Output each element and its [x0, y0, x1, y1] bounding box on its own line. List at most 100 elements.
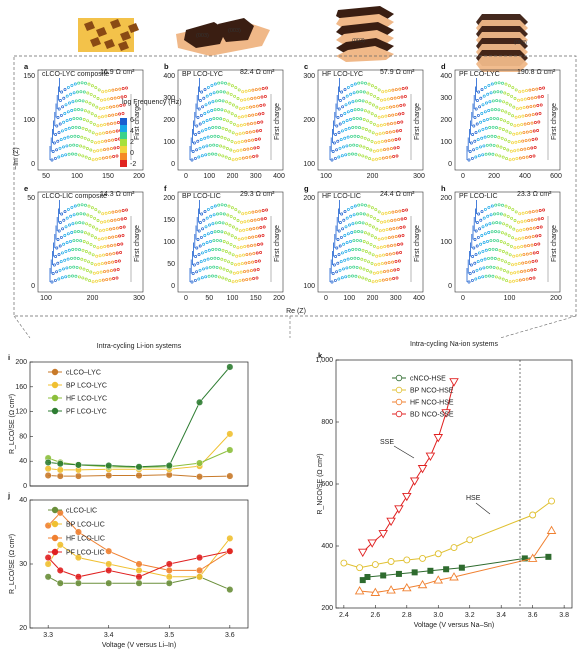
- eis-point-f-4-15: [246, 244, 250, 248]
- eis-point-e-0-8: [77, 275, 81, 279]
- eis-point-a-6-14: [105, 106, 109, 110]
- eis-point-f-4-5: [212, 239, 216, 243]
- eis-point-e-5-17: [114, 235, 118, 239]
- eis-point-e-5-16: [111, 235, 115, 239]
- eis-point-g-3-17: [392, 252, 396, 256]
- point-k-3-3: [386, 517, 396, 527]
- eis-point-f-8-13: [244, 211, 248, 215]
- eis-panel-g: [317, 191, 424, 293]
- eis-point-d-5-12: [514, 115, 518, 119]
- eis-point-g-1-1: [335, 270, 339, 274]
- eis-point-c-0-3: [340, 154, 344, 158]
- eis-point-f-7-3: [209, 214, 213, 218]
- eis-point-b-5-13: [241, 115, 244, 119]
- eis-point-d-3-1: [474, 131, 478, 135]
- bp-face-label-2: (003): [228, 28, 241, 34]
- eis-point-c-1-11: [369, 148, 373, 152]
- eis-point-f-2-19: [257, 259, 261, 263]
- eis-point-h-6-19: [539, 225, 543, 229]
- eis-point-h-1-9: [499, 267, 503, 271]
- eis-point-c-5-15: [387, 114, 391, 118]
- eis-point-c-1-2: [338, 146, 342, 150]
- eis-point-a-0-9: [81, 154, 85, 158]
- eis-point-f-5-17: [254, 235, 258, 239]
- eis-point-h-0-5: [484, 274, 488, 278]
- eis-point-e-5-11: [94, 236, 98, 240]
- legend-label-j-3: PF LCO-LIC: [66, 550, 105, 557]
- eis-point-c-8-3: [350, 83, 354, 87]
- eis-point-f-8-9: [230, 206, 234, 210]
- eis-ytick-e-1: 50: [27, 195, 35, 202]
- eis-point-c-6-8: [365, 100, 369, 104]
- charge-label-c: First charge: [414, 103, 421, 140]
- eis-point-g-4-1: [338, 244, 342, 248]
- eis-point-g-1-5: [348, 265, 352, 269]
- legend-marker-j-1: [51, 520, 59, 528]
- eis-point-c-4-15: [386, 122, 390, 126]
- eis-point-c-3-6: [354, 125, 358, 129]
- eis-point-a-7-10: [93, 94, 97, 98]
- eis-point-d-3-16: [525, 130, 529, 134]
- eis-point-g-4-3: [345, 241, 349, 245]
- eis-point-b-1-1: [195, 148, 199, 152]
- legend-marker-k-0: [395, 374, 403, 382]
- eis-point-b-2-10: [227, 138, 231, 142]
- eis-point-a-6-5: [74, 99, 78, 103]
- eis-point-d-8-1: [480, 88, 484, 92]
- eis-point-h-5-1: [476, 235, 480, 239]
- eis-point-d-5-10: [507, 112, 511, 116]
- eis-point-d-7-0: [475, 99, 479, 102]
- eis-point-g-1-18: [393, 268, 397, 272]
- point-k-3-2: [378, 530, 388, 539]
- eis-point-a-5-8: [83, 109, 87, 113]
- eis-point-a-6-2: [64, 103, 68, 107]
- eis-point-c-6-1: [341, 105, 345, 109]
- eis-point-e-6-6: [78, 221, 82, 225]
- eis-xtick-d-2: 400: [519, 173, 531, 180]
- eis-point-h-3-4: [484, 248, 488, 252]
- eis-point-h-5-0: [473, 238, 477, 241]
- point-k-2-8: [546, 525, 557, 534]
- eis-point-d-3-18: [532, 129, 536, 133]
- eis-point-f-8-2: [206, 207, 210, 211]
- eis-point-b-0-5: [207, 152, 211, 156]
- eis-point-f-7-15: [250, 219, 254, 223]
- eis-ytick-f-1: 50: [167, 261, 175, 268]
- eis-point-g-3-13: [378, 254, 382, 258]
- eis-point-h-5-16: [528, 235, 532, 239]
- point-k-0-6: [443, 566, 450, 573]
- eis-point-a-7-18: [120, 95, 124, 99]
- eis-point-a-0-17: [108, 155, 112, 159]
- eis-point-f-4-8: [222, 240, 226, 243]
- eis-point-f-1-8: [219, 266, 223, 270]
- eis-point-h-6-1: [478, 227, 482, 231]
- eis-point-g-5-19: [401, 234, 405, 237]
- eis-point-b-1-4: [205, 144, 209, 148]
- eis-point-e-5-1: [59, 235, 63, 239]
- eis-point-b-6-10: [231, 103, 235, 107]
- eis-point-g-6-14: [385, 228, 389, 232]
- eis-point-d-1-3: [479, 145, 482, 149]
- eis-point-c-7-0: [338, 99, 342, 102]
- eis-point-b-1-9: [222, 145, 226, 149]
- eis-point-e-0-15: [101, 278, 105, 282]
- eis-point-f-3-14: [242, 253, 245, 257]
- eis-point-a-3-15: [105, 131, 109, 135]
- eis-point-d-8-6: [497, 81, 501, 85]
- eis-point-e-1-16: [106, 269, 110, 273]
- eis-point-f-3-12: [235, 254, 239, 258]
- eis-point-g-7-0: [338, 221, 342, 224]
- eis-point-f-2-16: [247, 261, 251, 265]
- eis-point-d-6-18: [536, 104, 540, 107]
- eis-point-a-7-6: [79, 90, 83, 94]
- eis-point-e-4-10: [89, 242, 93, 246]
- eis-point-g-3-8: [361, 248, 365, 252]
- eis-point-g-4-10: [369, 242, 373, 246]
- annotation-hse: HSE: [466, 495, 481, 502]
- eis-point-b-8-15: [251, 88, 255, 92]
- eis-point-a-2-16: [107, 139, 111, 143]
- point-k-3-9: [433, 434, 444, 443]
- eis-point-c-7-16: [393, 96, 397, 100]
- eis-point-c-8-4: [353, 82, 357, 86]
- eis-point-h-4-11: [509, 244, 513, 248]
